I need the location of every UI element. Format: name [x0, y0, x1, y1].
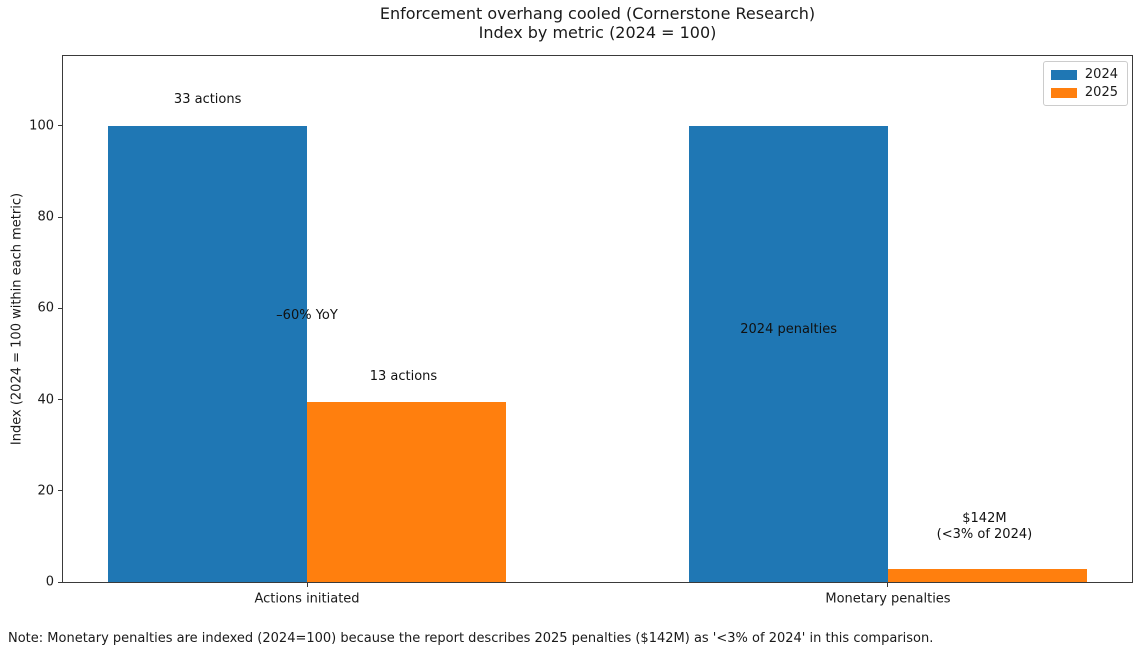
x-category-label: Monetary penalties [825, 591, 951, 607]
bar-annotation: 2024 penalties [740, 322, 838, 338]
x-tick [306, 583, 308, 587]
y-axis-label: Index (2024 = 100 within each metric) [9, 192, 25, 446]
legend-swatch-2025 [1050, 87, 1077, 98]
x-tick [887, 583, 889, 587]
legend-row: 2025 [1050, 85, 1118, 100]
y-tick-label: 100 [29, 118, 54, 134]
bar-annotation: –60% YoY [276, 308, 338, 324]
bar-annotation: $142M (<3% of 2024) [936, 511, 1033, 543]
bar-2025-0 [307, 402, 506, 582]
bar-2025-1 [887, 569, 1087, 582]
y-tick-label: 60 [37, 300, 54, 316]
y-tick [58, 307, 62, 309]
y-tick-label: 40 [37, 392, 54, 408]
chart-subtitle: Index by metric (2024 = 100) [478, 23, 717, 42]
y-tick-label: 20 [37, 483, 54, 499]
legend-label: 2025 [1084, 85, 1118, 100]
legend-swatch-2024 [1050, 69, 1077, 80]
y-tick [58, 399, 62, 401]
title-block: Enforcement overhang cooled (Cornerstone… [63, 4, 1132, 42]
chart-title: Enforcement overhang cooled (Cornerstone… [379, 4, 816, 23]
bar-2024-0 [108, 125, 307, 582]
bar-annotation: 13 actions [369, 368, 438, 384]
x-category-label: Actions initiated [254, 591, 360, 607]
y-tick [58, 216, 62, 218]
y-tick-label: 0 [45, 574, 54, 590]
y-tick [58, 125, 62, 127]
y-tick [58, 581, 62, 583]
footnote: Note: Monetary penalties are indexed (20… [8, 631, 934, 646]
legend-row: 2024 [1050, 67, 1118, 82]
y-tick [58, 490, 62, 492]
bar-2024-1 [689, 125, 888, 582]
y-tick-label: 80 [37, 209, 54, 225]
legend-label: 2024 [1084, 67, 1118, 82]
plot-area: 2024 2025 33 actions –60% YoY 13 actions 202… [62, 55, 1133, 583]
legend: 2024 2025 [1042, 61, 1128, 106]
bar-annotation: 33 actions [173, 91, 242, 107]
